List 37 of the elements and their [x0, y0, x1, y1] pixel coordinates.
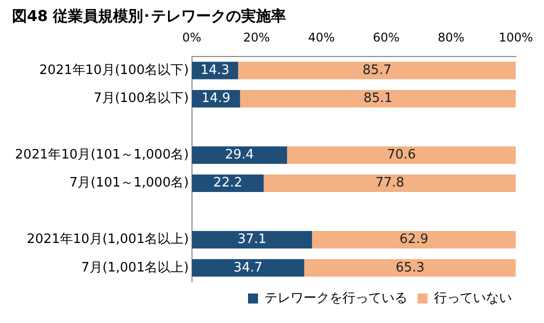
data-label: 85.7	[362, 62, 392, 78]
chart-title: 図48 従業員規模別･テレワークの実施率	[12, 6, 286, 25]
legend-label: 行っていない	[434, 290, 512, 306]
data-label: 62.9	[399, 232, 428, 248]
data-label: 77.8	[375, 176, 404, 191]
data-label: 85.1	[363, 91, 392, 106]
data-label: 14.3	[200, 62, 230, 78]
x-tick-label: 0%	[182, 30, 202, 44]
data-label: 22.2	[213, 176, 242, 191]
y-tick-label: 2021年10月(101～1,000名)	[14, 147, 189, 162]
bar	[240, 90, 516, 108]
bar	[287, 146, 516, 164]
y-tick-label: 7月(100名以下)	[94, 91, 189, 106]
data-label: 34.7	[234, 260, 262, 276]
x-tick-label: 60%	[372, 30, 400, 44]
bar	[192, 146, 288, 164]
y-tick-label: 7月(1,001名以上)	[81, 260, 189, 276]
data-label: 70.6	[386, 147, 416, 162]
data-label: 29.4	[224, 147, 254, 162]
x-tick-label: 80%	[438, 30, 464, 44]
bar	[192, 174, 264, 192]
data-label: 65.3	[396, 260, 425, 276]
bar	[192, 259, 304, 277]
y-tick-label: 7月(101～1,000名)	[69, 176, 189, 191]
x-tick-label: 40%	[308, 30, 335, 44]
y-tick-label: 2021年10月(100名以下)	[39, 62, 189, 78]
data-label: 14.9	[201, 91, 230, 106]
legend-label: テレワークを行っている	[264, 290, 408, 306]
data-label: 37.1	[237, 232, 266, 248]
bar	[238, 62, 516, 80]
y-tick-label: 2021年10月(1,001名以上)	[26, 232, 189, 248]
x-tick-label: 100%	[498, 30, 534, 44]
bar	[304, 259, 516, 277]
x-tick-label: 20%	[243, 30, 270, 44]
bar	[192, 230, 312, 248]
bar	[264, 174, 516, 192]
bar	[312, 230, 516, 248]
